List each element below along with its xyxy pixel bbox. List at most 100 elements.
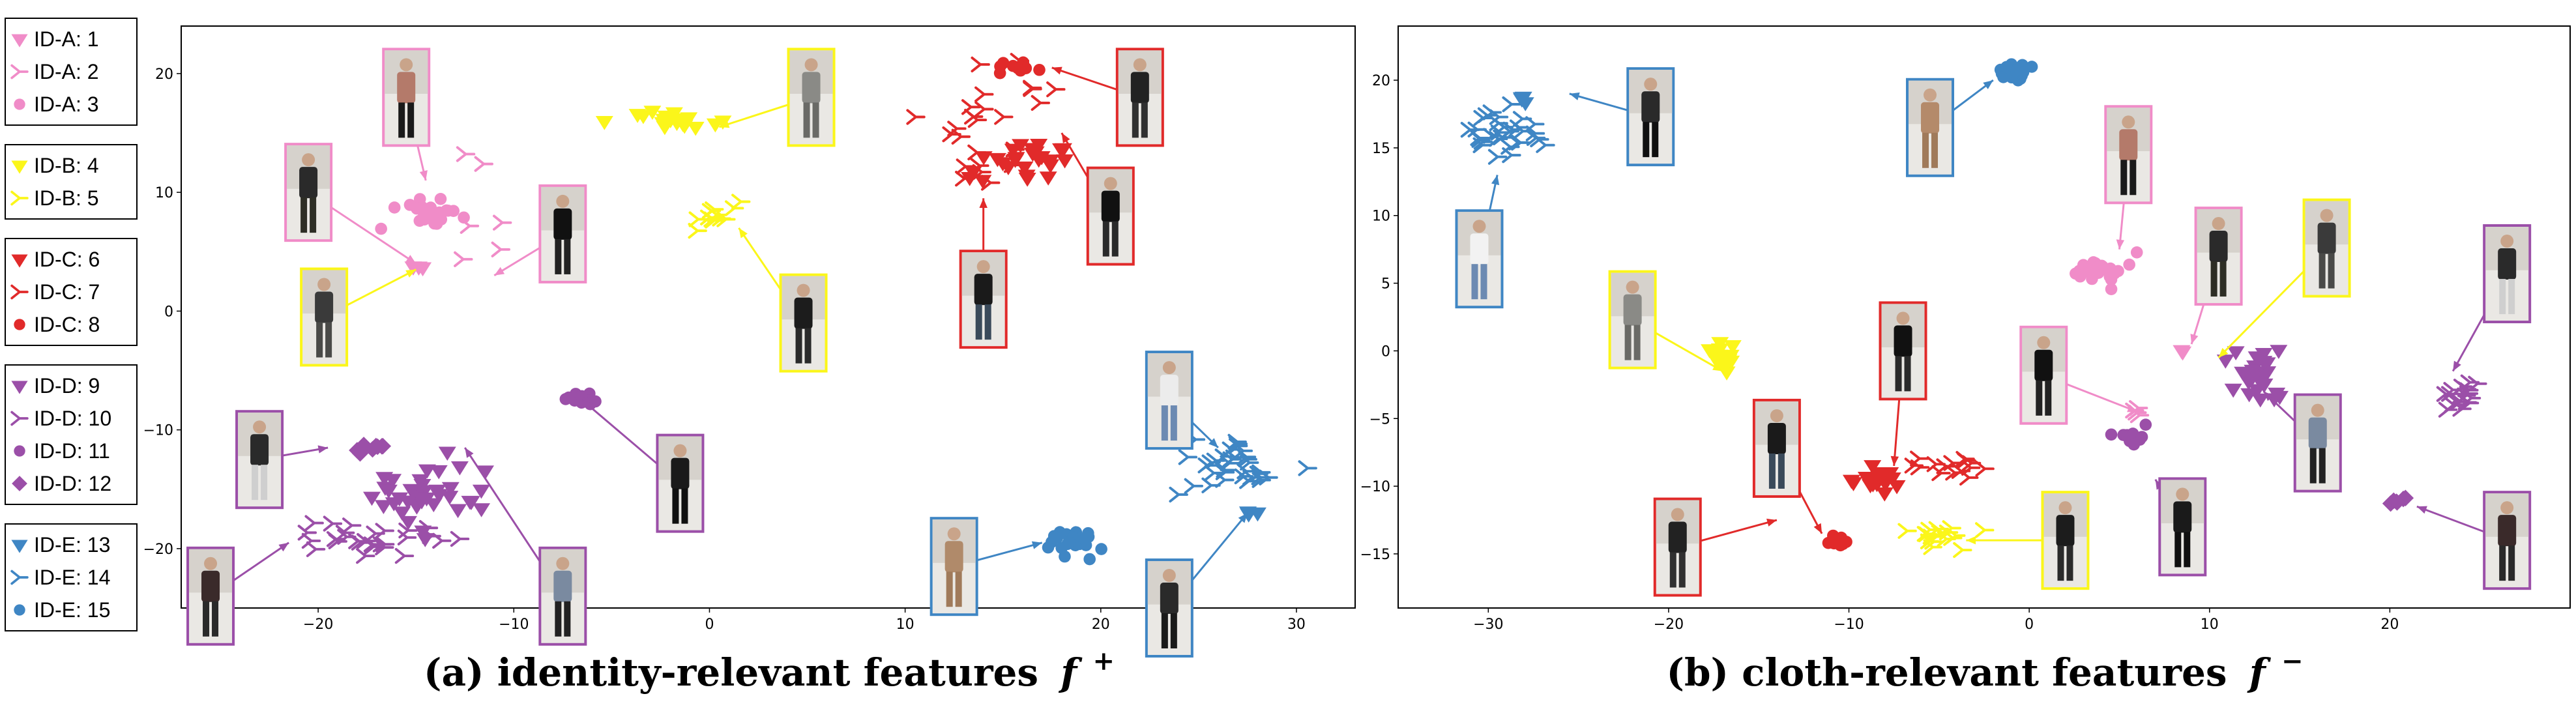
- chart-b-point: [2457, 381, 2477, 398]
- chart-b-ytick-label: −10: [1360, 479, 1390, 495]
- legend-marker-d-2: [10, 411, 29, 426]
- chart-a-point: [454, 251, 473, 267]
- thumbnail-arrow-head: [2127, 404, 2138, 413]
- chart-a-point: [1169, 486, 1188, 503]
- chart-a-point: [688, 222, 707, 239]
- person-leg-right: [2328, 253, 2335, 289]
- chart-a-frame: [181, 25, 1356, 609]
- thumbnail-arrow-head: [1766, 518, 1777, 527]
- person-torso: [1921, 102, 1940, 134]
- chart-a-point: [634, 109, 652, 124]
- chart-a-point: [1063, 536, 1076, 549]
- person-leg-left: [252, 465, 259, 500]
- legend-marker-e-1: [11, 540, 28, 553]
- person-leg-right: [1170, 405, 1177, 441]
- chart-a-point: [559, 393, 572, 405]
- chart-a-point: [1197, 457, 1217, 474]
- person-leg-left: [203, 601, 210, 637]
- chart-b-point: [2270, 345, 2288, 359]
- chart-b-point: [1489, 130, 1508, 147]
- chart-b-thumbnail: [2416, 491, 2532, 590]
- chart-a-point: [449, 504, 467, 519]
- chart-a-point: [974, 151, 993, 166]
- chart-a-thumbnail: [738, 227, 828, 373]
- person-leg-right: [1778, 453, 1785, 489]
- person-head: [253, 420, 267, 434]
- chart-a-point: [394, 547, 415, 564]
- chart-a-series-id-7: [906, 53, 1066, 191]
- chart-a-point: [955, 170, 974, 187]
- chart-a-point: [1242, 469, 1262, 485]
- chart-b-ytick-label: 0: [1381, 343, 1390, 360]
- chart-a-point: [1042, 159, 1060, 174]
- chart-a-point: [643, 106, 662, 120]
- person-head: [1626, 280, 1639, 294]
- legend-label: ID-D: 10: [34, 407, 111, 430]
- person-leg-left: [2319, 253, 2326, 289]
- chart-a-thumbnail: [493, 184, 587, 283]
- person-torso: [315, 291, 334, 323]
- chart-b-point: [2224, 383, 2242, 398]
- chart-b-point: [2073, 265, 2086, 277]
- chart-a-thumbnails: [186, 48, 1249, 658]
- chart-b-point: [1822, 536, 1835, 549]
- chart-b-point: [1502, 96, 1521, 113]
- person-torso: [1160, 375, 1178, 407]
- chart-b-series-id-9: [2216, 345, 2289, 408]
- person-leg-right: [1633, 325, 1641, 360]
- person-leg-left: [2120, 160, 2128, 195]
- chart-a-xtick-label: −10: [499, 616, 529, 633]
- chart-a-point: [450, 461, 469, 476]
- chart-b-point: [2459, 385, 2479, 402]
- chart-a-point: [1216, 462, 1235, 478]
- person-leg-left: [2499, 279, 2506, 315]
- chart-a-point: [434, 193, 447, 205]
- person-leg-right: [812, 102, 819, 138]
- person-head: [2176, 487, 2189, 501]
- chart-a-point: [974, 101, 994, 117]
- person-head: [1924, 88, 1937, 102]
- chart-b-point: [1723, 340, 1742, 355]
- chart-b-point: [2000, 61, 2013, 74]
- chart-b-thumbnail: [2019, 325, 2138, 425]
- chart-b-series-id-3: [2070, 246, 2143, 296]
- person-torso: [794, 297, 813, 329]
- chart-a-point: [411, 474, 430, 489]
- chart-b-ytick-label: −15: [1360, 547, 1390, 563]
- chart-a-caption-text: (a) identity-relevant features: [424, 650, 1038, 695]
- legend-marker-a-3: [14, 98, 25, 110]
- chart-b-ticks: −30 −20 −10 0 10 20 −15 −10 −5 0 5 10 15 20: [1360, 73, 2399, 633]
- chart-a-thumbnail: [718, 48, 836, 147]
- chart-b-series-id-15: [1994, 58, 2038, 87]
- chart-a-point: [1007, 152, 1025, 166]
- chart-b-point: [1875, 487, 1894, 502]
- chart-b-point: [1525, 125, 1545, 141]
- chart-b-point: [2244, 364, 2262, 379]
- chart-a-point: [1042, 541, 1055, 554]
- legend-marker-a-2: [10, 64, 29, 80]
- legend-label: ID-A: 3: [34, 93, 99, 116]
- chart-b-point: [2255, 379, 2273, 394]
- chart-a-point: [399, 515, 417, 530]
- thumbnail-arrow-head: [405, 255, 417, 264]
- chart-a-point: [476, 465, 494, 480]
- chart-a-series-id-4: [595, 106, 732, 136]
- chart-b-thumbnail: [1455, 175, 1504, 309]
- chart-a-thumbnail: [1061, 132, 1135, 266]
- chart-a-thumbnail: [284, 143, 417, 265]
- chart-b-thumbnail: [1569, 67, 1675, 167]
- chart-b-point: [2234, 366, 2252, 381]
- legend-marker-b-2: [10, 190, 29, 206]
- chart-a-point: [1014, 64, 1027, 77]
- person-leg-right: [1111, 221, 1119, 257]
- person-head: [947, 527, 961, 541]
- chart-a-point: [967, 111, 988, 128]
- chart-a-point: [595, 116, 613, 130]
- chart-b-point: [2117, 429, 2130, 441]
- chart-a-point: [974, 175, 992, 190]
- legend-label: ID-D: 11: [34, 439, 110, 463]
- chart-b-point: [1513, 93, 1531, 108]
- chart-a-xtick-label: 20: [1092, 616, 1110, 633]
- person-leg-right: [407, 102, 415, 138]
- chart-a-point: [1023, 80, 1042, 96]
